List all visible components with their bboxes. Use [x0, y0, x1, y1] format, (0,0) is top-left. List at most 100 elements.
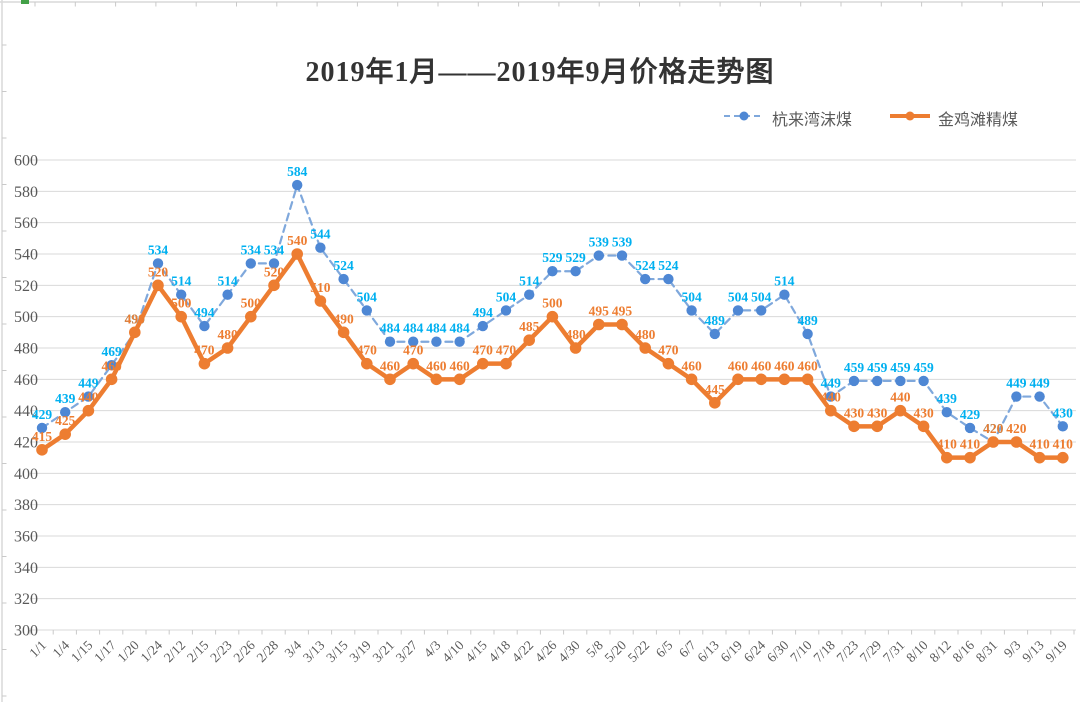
data-point: [314, 295, 327, 307]
data-label: 470: [194, 343, 215, 358]
data-point: [361, 305, 372, 316]
data-label: 514: [217, 274, 238, 289]
data-point: [384, 336, 396, 347]
legend-item-jinjitan[interactable]: 金鸡滩精煤: [889, 106, 1018, 130]
x-axis-tick-label: 2/23: [207, 637, 235, 665]
x-axis-tick-label: 2/28: [254, 637, 282, 665]
x-axis-tick-label: 4/22: [509, 638, 537, 666]
data-label: 460: [380, 358, 401, 373]
x-axis-tick-label: 7/23: [834, 637, 862, 665]
data-label: 484: [426, 321, 447, 336]
data-point: [453, 373, 466, 386]
data-label: 514: [519, 274, 540, 289]
y-axis-tick-label: 580: [14, 184, 38, 201]
data-label: 470: [357, 343, 378, 358]
data-label: 514: [171, 274, 192, 289]
x-axis-tick-label: 7/18: [810, 637, 838, 665]
data-label: 459: [890, 360, 911, 375]
data-point: [941, 407, 952, 418]
data-point: [1057, 421, 1069, 432]
y-axis-tick-label: 340: [14, 560, 38, 577]
data-label: 449: [821, 376, 842, 391]
data-label: 534: [241, 242, 262, 257]
data-point: [1011, 391, 1022, 402]
data-label: 440: [821, 390, 842, 405]
x-axis-tick-label: 4/10: [439, 637, 467, 665]
data-label: 470: [473, 343, 494, 358]
data-label: 460: [426, 358, 447, 373]
data-label: 494: [194, 305, 215, 320]
data-point: [547, 266, 558, 277]
data-point: [36, 444, 48, 456]
data-point: [640, 273, 651, 285]
data-label: 420: [983, 421, 1004, 436]
data-label: 484: [449, 321, 470, 336]
data-point: [616, 318, 628, 331]
data-label: 449: [78, 376, 99, 391]
x-axis-tick-label: 4/30: [555, 637, 583, 665]
data-point: [152, 258, 164, 269]
x-axis-tick-label: 3/27: [393, 637, 421, 665]
data-label: 520: [264, 264, 285, 279]
data-point: [83, 391, 94, 402]
data-label: 494: [473, 305, 494, 320]
data-label: 449: [1006, 376, 1027, 391]
chart-title: 2019年1月——2019年9月价格走势图: [305, 57, 775, 88]
data-label: 489: [797, 313, 818, 328]
data-label: 415: [32, 429, 53, 444]
x-axis-tick-label: 8/31: [973, 638, 1001, 666]
data-point: [593, 250, 604, 261]
data-point: [222, 289, 233, 300]
data-point: [570, 266, 581, 277]
x-axis-tick-label: 8/10: [903, 637, 931, 665]
x-axis-tick-label: 8/16: [950, 637, 978, 665]
data-label: 520: [148, 264, 169, 279]
x-axis-tick-label: 3/21: [370, 638, 398, 666]
data-point: [569, 342, 582, 354]
data-label: 480: [565, 327, 586, 342]
x-axis-tick-label: 4/18: [486, 637, 514, 665]
data-label: 500: [542, 296, 563, 311]
data-point: [616, 250, 628, 261]
data-point: [268, 279, 280, 292]
data-label: 449: [1029, 376, 1050, 391]
data-label: 504: [357, 289, 378, 304]
data-point: [964, 422, 976, 434]
legend-label-jinjitan: 金鸡滩精煤: [937, 112, 1018, 129]
data-label: 540: [287, 233, 308, 248]
data-label: 429: [32, 407, 53, 422]
data-label: 495: [589, 304, 610, 319]
legend-item-hanglaiwan[interactable]: 杭来湾沫煤: [723, 106, 852, 130]
data-point: [36, 422, 48, 434]
data-point: [709, 328, 720, 340]
data-point: [221, 342, 234, 354]
data-label: 430: [844, 405, 865, 420]
data-label: 514: [774, 274, 795, 289]
y-axis-tick-label: 600: [14, 153, 38, 170]
y-axis-tick-label: 560: [14, 215, 38, 232]
data-point: [918, 375, 929, 387]
y-axis-tick-label: 520: [14, 278, 38, 295]
data-point: [662, 357, 675, 370]
x-axis-tick-label: 3/19: [346, 637, 374, 665]
data-point: [732, 305, 744, 316]
data-point: [755, 373, 767, 386]
data-label: 485: [519, 319, 540, 334]
data-point: [291, 248, 304, 260]
data-label: 529: [542, 250, 563, 265]
data-point: [431, 336, 442, 347]
y-axis-tick-label: 400: [14, 466, 38, 483]
data-point: [779, 289, 790, 300]
ruler-green-mark: [21, 0, 29, 4]
x-axis-tick-label: 6/5: [653, 637, 676, 660]
data-point: [245, 310, 257, 323]
data-label: 439: [55, 391, 76, 406]
x-axis-tick-label: 7/29: [857, 637, 885, 665]
data-point: [361, 357, 373, 370]
data-label: 460: [797, 358, 818, 373]
data-point: [732, 373, 744, 386]
data-point: [500, 305, 512, 316]
data-point: [941, 451, 953, 464]
y-axis-tick-label: 380: [14, 497, 38, 514]
data-label: 504: [751, 289, 772, 304]
